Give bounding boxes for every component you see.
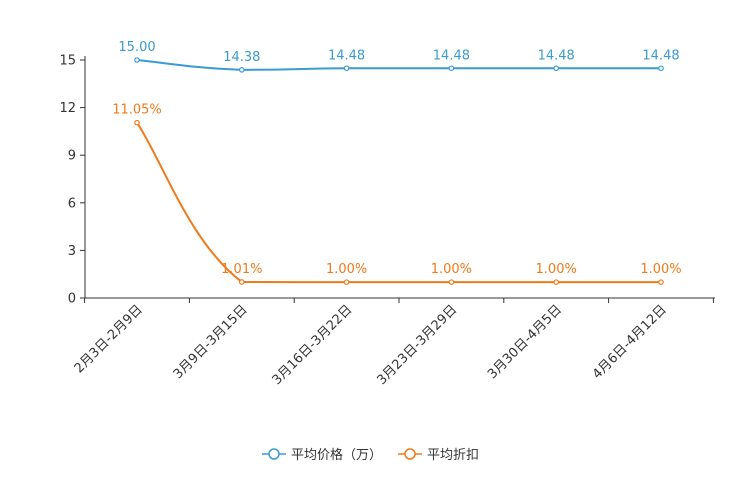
data-label: 1.00% <box>640 262 681 277</box>
data-label: 14.38 <box>223 50 260 65</box>
data-point <box>553 279 560 285</box>
legend: 平均价格（万） 平均折扣 <box>262 447 479 463</box>
legend-marker <box>404 448 416 460</box>
data-label: 14.48 <box>433 48 470 63</box>
y-tick-label: 9 <box>68 149 76 164</box>
data-point <box>343 65 350 72</box>
data-label: 1.00% <box>536 262 577 277</box>
series-layer <box>134 57 664 285</box>
y-tick-label: 0 <box>68 292 76 307</box>
data-label: 15.00 <box>118 40 155 55</box>
data-label: 14.48 <box>328 48 365 63</box>
x-tick-label: 3月23日-3月29日 <box>374 302 460 388</box>
data-point <box>134 119 140 126</box>
x-tick-label: 4月6日-4月12日 <box>590 302 670 382</box>
data-label: 14.48 <box>642 48 679 63</box>
legend-item-2: 平均折扣 <box>398 448 479 463</box>
data-point <box>448 279 455 285</box>
series-line-2 <box>136 122 661 284</box>
data-label: 1.01% <box>221 262 262 277</box>
data-labels: 15.00 14.38 14.48 14.48 14.48 14.48 11.05% 1.01… <box>112 40 681 277</box>
data-label: 14.48 <box>538 48 575 63</box>
data-point <box>553 65 560 72</box>
data-label: 1.00% <box>326 262 367 277</box>
legend-label: 平均价格（万） <box>291 447 382 463</box>
legend-item-1: 平均价格（万） <box>262 447 382 463</box>
data-label: 1.00% <box>431 262 472 277</box>
legend-marker <box>268 448 280 460</box>
x-tick-label: 3月9日-3月15日 <box>171 302 251 382</box>
data-point <box>239 67 245 73</box>
data-point <box>658 279 664 285</box>
legend-label: 平均折扣 <box>427 448 479 463</box>
y-tick-label: 6 <box>68 196 76 211</box>
data-label: 11.05% <box>112 103 162 118</box>
y-tick-label: 15 <box>59 54 76 69</box>
y-tick-label: 3 <box>68 244 76 259</box>
x-tick-label: 3月30日-4月5日 <box>485 302 565 382</box>
data-point <box>343 279 350 285</box>
data-point <box>448 65 455 72</box>
y-tick-label: 12 <box>59 101 76 116</box>
x-tick-label: 2月3日-2月9日 <box>72 302 146 376</box>
data-point <box>658 65 664 72</box>
x-tick-label: 3月16日-3月22日 <box>270 302 356 388</box>
series-line-1 <box>136 59 661 71</box>
data-point <box>239 279 245 285</box>
data-point <box>134 57 140 63</box>
